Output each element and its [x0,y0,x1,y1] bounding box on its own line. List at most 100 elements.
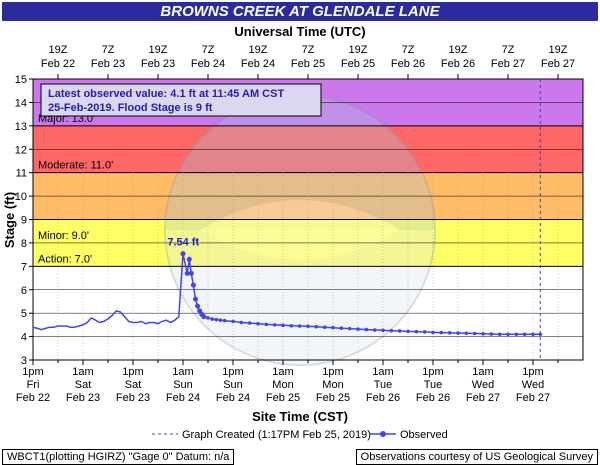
observed-point [497,332,502,337]
observed-point [239,320,244,325]
legend-created-label: Graph Created (1:17PM Feb 25, 2019) [182,429,371,441]
band-label-4: Action: 7.0' [38,253,92,265]
ytick-label-3: 3 [21,355,27,367]
xtick-date-10: Feb 27 [516,392,550,404]
ytick-label-11: 11 [16,168,27,180]
xtick-day-8: Tue [424,379,443,391]
observed-point [389,328,394,333]
observed-point [231,319,235,324]
observed-point [256,321,260,326]
xtick-date-6: Feb 25 [316,392,350,404]
xtick-top-time-10: 19Z [549,44,568,56]
x-axis-title: Site Time (CST) [252,409,348,424]
observed-point [210,317,214,321]
observed-point [193,296,198,302]
observed-point [422,330,427,334]
observed-point [190,282,196,288]
xtick-day-6: Mon [322,379,343,391]
xtick-date-8: Feb 26 [416,392,450,404]
observed-point [431,330,435,335]
xtick-day-3: Sun [173,379,193,391]
xtick-top-time-0: 19Z [49,44,68,56]
ytick-label-14: 14 [15,97,27,109]
footer-credit: Observations courtesy of US Geological S… [355,449,598,465]
observed-point [447,331,452,335]
observed-point [456,331,460,335]
info-line-2: 25-Feb-2019. Flood Stage is 9 ft [48,102,213,114]
xtick-top-time-5: 7Z [302,44,315,56]
xtick-top-time-1: 7Z [102,44,115,56]
xtick-day-4: Sun [223,379,243,391]
xtick-time-0: 1pm [22,366,43,378]
observed-point [195,303,201,309]
xtick-top-date-6: Feb 25 [341,58,375,70]
observed-point [397,329,402,333]
observed-point [489,332,494,336]
xtick-top-time-2: 19Z [149,44,168,56]
chart-title: BROWNS CREEK AT GLENDALE LANE [2,2,598,21]
peak-label: 7.54 ft [167,237,199,249]
xtick-top-time-3: 7Z [202,44,215,56]
xtick-date-1: Feb 23 [66,392,100,404]
observed-point [222,318,227,323]
xtick-top-date-10: Feb 27 [541,58,575,70]
observed-point [289,324,294,328]
xtick-day-1: Sat [75,379,92,391]
observed-point [514,332,519,337]
chart-labels: Major: 13.0'Moderate: 11.0'Minor: 9.0'Ac… [2,24,575,441]
xtick-time-2: 1pm [122,366,143,378]
top-axis-title: Universal Time (UTC) [234,24,365,39]
observed-point [531,332,535,337]
ytick-label-15: 15 [15,74,27,86]
band-label-1: Moderate: 11.0' [38,160,113,172]
y-axis-title: Stage (ft) [2,192,17,248]
ytick-label-5: 5 [21,308,27,320]
observed-point [347,326,352,331]
xtick-date-0: Feb 22 [16,392,50,404]
observed-point [364,327,369,332]
observed-point [297,324,302,328]
xtick-top-date-4: Feb 24 [241,58,275,70]
xtick-time-3: 1am [172,366,193,378]
xtick-time-7: 1am [372,366,393,378]
observed-point [472,331,477,336]
observed-point [272,323,277,327]
observed-point [322,325,327,330]
xtick-date-2: Feb 23 [116,392,150,404]
xtick-top-time-9: 7Z [502,44,515,56]
xtick-top-time-4: 19Z [249,44,268,56]
observed-point [188,270,194,276]
xtick-time-5: 1am [272,366,293,378]
band-4 [33,242,583,267]
xtick-day-10: Wed [522,379,544,391]
observed-point [356,327,360,331]
observed-point [214,317,219,322]
observed-point [372,328,377,332]
xtick-top-date-3: Feb 24 [191,58,225,70]
xtick-date-9: Feb 27 [466,392,500,404]
xtick-time-1: 1am [72,366,93,378]
observed-point [184,270,190,276]
observed-point [506,332,510,337]
observed-point [180,251,186,257]
observed-point [331,325,335,330]
observed-point [281,323,285,328]
legend-observed-label: Observed [400,429,448,441]
xtick-top-time-7: 7Z [402,44,415,56]
observed-point [264,322,269,327]
band-label-3: Minor: 9.0' [38,230,89,242]
observed-point [381,328,385,333]
observed-point [464,331,469,336]
xtick-top-time-8: 19Z [449,44,468,56]
footer-datum: WBCT1(plotting HGIRZ) "Gage 0" Datum: n/… [2,449,235,465]
observed-series [32,79,543,360]
info-box [40,83,322,117]
xtick-date-7: Feb 26 [366,392,400,404]
xtick-day-0: Fri [27,379,40,391]
observed-point [414,329,419,334]
xtick-top-date-9: Feb 27 [491,58,525,70]
ytick-label-13: 13 [15,121,27,133]
observed-point [439,330,444,335]
xtick-time-10: 1pm [522,366,543,378]
observed-point [481,331,485,336]
